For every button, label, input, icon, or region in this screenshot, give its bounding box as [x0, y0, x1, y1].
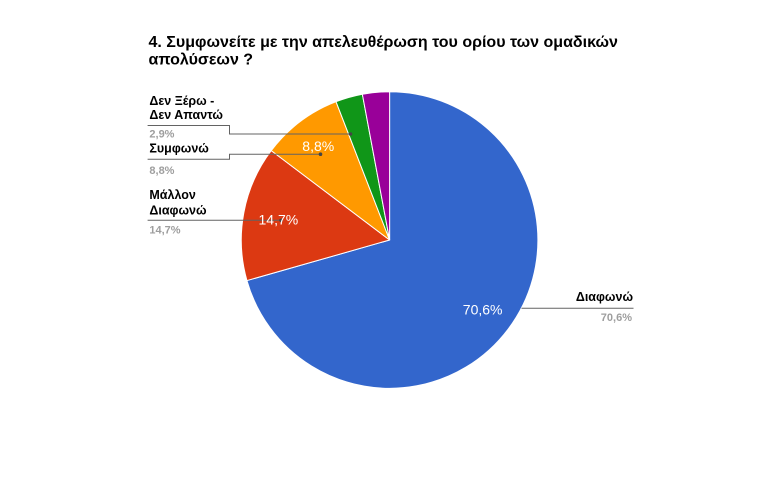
- svg-text:70,6%: 70,6%: [601, 312, 632, 324]
- svg-text:Διαφωνώ: Διαφωνώ: [149, 204, 207, 218]
- svg-text:Διαφωνώ: Διαφωνώ: [576, 290, 634, 304]
- svg-text:Συμφωνώ: Συμφωνώ: [149, 142, 209, 156]
- svg-text:απολύσεων ?: απολύσεων ?: [149, 51, 254, 68]
- svg-text:4. Συμφωνείτε με την απελευθέρ: 4. Συμφωνείτε με την απελευθέρωση του ορ…: [149, 34, 618, 51]
- svg-text:70,6%: 70,6%: [463, 302, 503, 318]
- svg-text:Δεν Απαντώ: Δεν Απαντώ: [149, 108, 223, 122]
- svg-text:8,8%: 8,8%: [149, 165, 174, 177]
- svg-text:14,7%: 14,7%: [259, 212, 299, 228]
- svg-text:2,9%: 2,9%: [149, 129, 174, 141]
- svg-text:8,8%: 8,8%: [302, 138, 334, 154]
- svg-text:Μάλλον: Μάλλον: [149, 188, 195, 202]
- svg-text:14,7%: 14,7%: [149, 225, 180, 237]
- svg-text:Δεν Ξέρω -: Δεν Ξέρω -: [149, 94, 214, 108]
